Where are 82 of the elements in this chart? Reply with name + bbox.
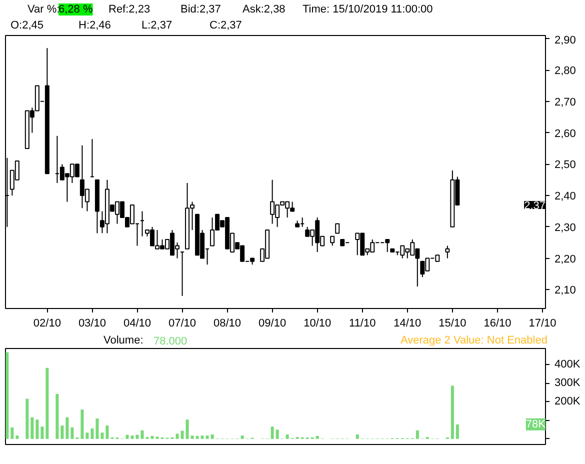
y-tick-label: 200K xyxy=(554,396,581,408)
text: Ref:2,23 xyxy=(108,4,150,16)
bar xyxy=(180,430,184,439)
bar xyxy=(210,434,214,439)
text: Bid:2,37 xyxy=(180,4,221,16)
bar xyxy=(40,426,44,439)
text: Average 2 Value: Not Enabled xyxy=(400,334,548,346)
x-tick-label: 08/10 xyxy=(214,318,242,330)
bar xyxy=(176,434,179,439)
bar xyxy=(36,420,39,439)
text: C:2,37 xyxy=(210,20,242,32)
text: 78.000 xyxy=(154,336,188,348)
x-tick-label: 09/10 xyxy=(258,318,286,330)
bar xyxy=(356,434,359,439)
bar xyxy=(56,394,59,439)
bar xyxy=(46,368,49,439)
x-tick-label: 11/10 xyxy=(349,318,376,330)
bar xyxy=(450,386,454,439)
x-tick-label: 17/10 xyxy=(528,318,556,330)
x-tick-label: 07/10 xyxy=(168,318,196,330)
bar xyxy=(106,426,109,439)
y-tick-label: 300K xyxy=(554,377,581,390)
y-tick-label: 2,30 xyxy=(554,222,576,234)
bar xyxy=(100,432,104,439)
bar xyxy=(186,420,189,439)
bar xyxy=(10,427,14,439)
bar xyxy=(60,426,64,439)
bar xyxy=(136,434,139,439)
annotation: 78K xyxy=(526,418,546,430)
text: Time: 15/10/2019 11:00:00 xyxy=(302,4,433,16)
bar xyxy=(190,436,194,439)
bar xyxy=(96,418,99,439)
bar xyxy=(90,428,94,439)
bar xyxy=(276,430,279,439)
text: O:2,45 xyxy=(10,20,44,32)
bar xyxy=(416,430,419,439)
bar xyxy=(130,436,134,439)
chart-title: Volume: xyxy=(104,334,144,346)
candlestick xyxy=(335,223,340,234)
bar xyxy=(70,427,74,439)
bar xyxy=(270,426,274,439)
text: Ask:2,38 xyxy=(242,4,286,16)
x-tick-label: 03/10 xyxy=(78,318,106,330)
y-tick-label: 2,90 xyxy=(554,34,576,46)
bar xyxy=(150,436,154,439)
x-tick-label: 04/10 xyxy=(123,318,152,330)
text: L:2,37 xyxy=(142,20,172,32)
bar xyxy=(80,410,84,439)
y-tick-label: 2,40 xyxy=(554,190,576,203)
bar xyxy=(316,436,319,439)
y-tick-label: 2,50 xyxy=(554,159,576,172)
bar xyxy=(16,436,19,439)
text: H:2,46 xyxy=(78,20,111,32)
annotation: 2,37 xyxy=(524,200,546,212)
bar xyxy=(126,434,129,439)
text: Var %: xyxy=(28,4,60,16)
x-tick-label: 02/10 xyxy=(33,318,61,330)
bar xyxy=(196,436,199,439)
y-tick-label: 2,20 xyxy=(554,253,576,266)
y-tick-label: 2,70 xyxy=(554,96,576,108)
x-tick-label: 14/10 xyxy=(394,318,422,330)
x-tick-label: 16/10 xyxy=(484,318,512,330)
bar xyxy=(456,424,459,439)
bar xyxy=(140,430,144,439)
bar xyxy=(66,417,69,439)
candlestick xyxy=(445,245,450,259)
x-tick-label: 15/10 xyxy=(438,318,466,330)
y-tick-label: 2,80 xyxy=(554,65,576,78)
y-tick-label: 400K xyxy=(554,358,581,370)
bar xyxy=(26,398,29,439)
bar xyxy=(30,417,34,439)
bar xyxy=(200,436,204,439)
bar xyxy=(286,434,289,439)
y-tick-label: 2,10 xyxy=(554,284,576,297)
bar xyxy=(6,352,9,439)
y-tick-label: 2,60 xyxy=(554,128,576,140)
text: 6,28 % xyxy=(58,4,93,16)
bar xyxy=(86,432,89,439)
candlestick xyxy=(330,236,335,246)
bar xyxy=(240,436,244,439)
x-tick-label: 10/10 xyxy=(304,318,332,330)
bar xyxy=(206,436,209,439)
